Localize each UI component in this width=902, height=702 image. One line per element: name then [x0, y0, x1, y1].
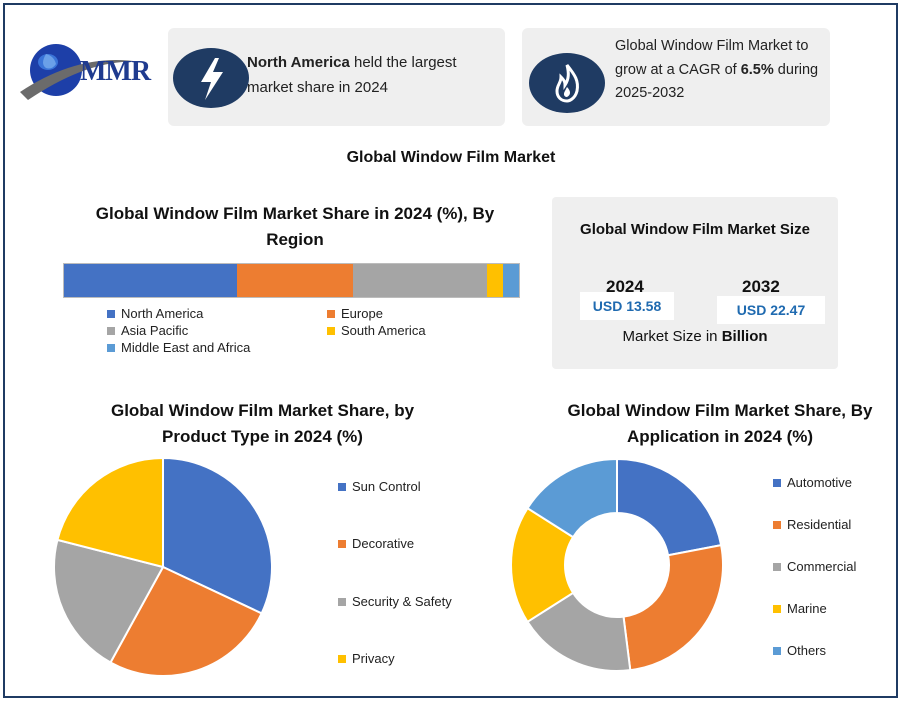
legend-item-north-america: North America	[107, 306, 203, 321]
legend-swatch	[327, 309, 335, 318]
value-2032: USD 22.47	[717, 296, 825, 324]
slice-privacy	[56, 456, 164, 569]
legend-swatch	[773, 604, 781, 613]
slice-automotive	[616, 457, 723, 557]
legend-swatch	[338, 482, 346, 491]
bar-segment-asia-pacific	[352, 264, 488, 297]
legend-item-privacy: Privacy	[338, 651, 395, 666]
globe-icon	[20, 44, 140, 100]
legend-swatch	[107, 326, 115, 335]
product-type-pie-chart	[53, 456, 273, 677]
legend-item-europe: Europe	[327, 306, 383, 321]
bar-segment-europe	[236, 264, 353, 297]
legend-item-decorative: Decorative	[338, 536, 414, 551]
bar-segment-south-america	[487, 264, 504, 297]
market-size-panel: Global Window Film Market Size 2024 USD …	[552, 197, 838, 369]
legend-item-asia-pacific: Asia Pacific	[107, 323, 188, 338]
mmr-logo: MMR	[18, 40, 158, 110]
logo-text: MMR	[80, 56, 151, 87]
year-2024: 2024	[606, 277, 644, 296]
slice-sun-control	[162, 456, 273, 615]
market-size-unit: Market Size in Billion	[622, 328, 768, 345]
legend-swatch	[773, 478, 781, 487]
application-chart-title: Global Window Film Market Share, By Appl…	[567, 401, 873, 446]
legend-swatch	[773, 520, 781, 529]
legend-swatch	[338, 539, 346, 548]
slice-residential	[622, 543, 724, 672]
legend-swatch	[338, 597, 346, 606]
legend-item-sun-control: Sun Control	[338, 479, 421, 494]
outer-frame	[3, 3, 898, 698]
legend-swatch	[338, 654, 346, 663]
bar-segment-north-america	[64, 264, 237, 297]
product-chart-title: Global Window Film Market Share, by Prod…	[110, 401, 415, 446]
legend-swatch	[327, 326, 335, 335]
bar-segment-middle-east-africa	[503, 264, 519, 297]
cagr-highlight-text: Global Window Film Market to grow at a C…	[615, 38, 819, 101]
year-2032: 2032	[742, 277, 780, 296]
lightning-icon	[173, 48, 249, 108]
market-size-title: Global Window Film Market Size	[580, 221, 810, 238]
legend-item-marine: Marine	[773, 601, 827, 616]
legend-item-automotive: Automotive	[773, 475, 852, 490]
legend-swatch	[107, 343, 115, 352]
main-title: Global Window Film Market	[346, 149, 556, 166]
legend-item-residential: Residential	[773, 517, 851, 532]
region-chart-title: Global Window Film Market Share in 2024 …	[95, 204, 495, 249]
region-highlight-card: North America held the largest market sh…	[168, 28, 505, 126]
legend-item-others: Others	[773, 643, 826, 658]
legend-swatch	[773, 646, 781, 655]
legend-item-commercial: Commercial	[773, 559, 856, 574]
value-2024: USD 13.58	[580, 292, 674, 320]
legend-swatch	[107, 309, 115, 318]
slice-others	[526, 457, 618, 539]
flame-icon	[529, 53, 605, 113]
application-donut-chart	[510, 457, 724, 672]
legend-item-middle-east-africa: Middle East and Africa	[107, 340, 250, 355]
legend-item-south-america: South America	[327, 323, 426, 338]
legend-item-security-safety: Security & Safety	[338, 594, 452, 609]
legend-swatch	[773, 562, 781, 571]
slice-security-safety	[53, 538, 165, 664]
cagr-highlight-card: Global Window Film Market to grow at a C…	[522, 28, 830, 126]
region-stacked-bar	[63, 263, 520, 298]
region-highlight-text: North America held the largest market sh…	[247, 54, 457, 96]
